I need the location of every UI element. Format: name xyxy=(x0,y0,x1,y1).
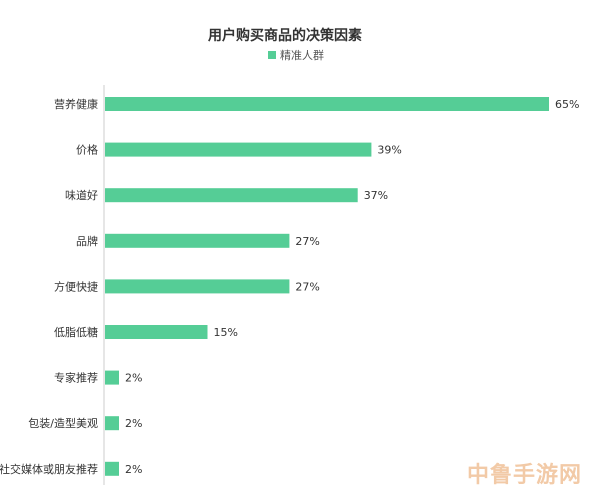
chart-title: 用户购买商品的决策因素 xyxy=(208,27,362,44)
bar xyxy=(105,325,208,339)
bar xyxy=(105,97,549,111)
value-label: 2% xyxy=(125,463,142,476)
value-label: 65% xyxy=(555,98,579,111)
category-label: 营养健康 xyxy=(54,97,98,111)
bar-group: 价格 39% xyxy=(76,142,402,157)
watermark-logo: 中鲁手游网 xyxy=(466,463,582,488)
value-label: 27% xyxy=(295,235,319,248)
bar xyxy=(105,142,372,157)
bar-group: 方便快捷 27% xyxy=(54,279,320,294)
bar-group: 味道好 37% xyxy=(65,188,388,203)
category-label: 低脂低糖 xyxy=(54,325,98,339)
category-label: 专家推荐 xyxy=(54,371,98,385)
plot-area: 营养健康 65% 价格 39% 味道好 37% 品牌 27% 方便快捷 27% 低脂低糖 15% 专家推… xyxy=(0,97,579,476)
value-label: 15% xyxy=(214,326,238,339)
category-label: 社交媒体或朋友推荐 xyxy=(0,462,98,476)
category-label: 品牌 xyxy=(76,234,98,248)
bar xyxy=(105,188,358,203)
bar-group: 低脂低糖 15% xyxy=(54,325,238,339)
value-label: 37% xyxy=(364,189,388,202)
bar-group: 营养健康 65% xyxy=(54,97,579,111)
bar xyxy=(105,370,119,385)
legend-label: 精准人群 xyxy=(280,48,324,62)
bar-group: 包装/造型美观 2% xyxy=(28,416,142,431)
value-label: 2% xyxy=(125,417,142,430)
category-label: 包装/造型美观 xyxy=(28,416,98,430)
bar-group: 社交媒体或朋友推荐 2% xyxy=(0,461,142,476)
value-label: 27% xyxy=(295,280,319,293)
bar xyxy=(105,233,290,248)
value-label: 39% xyxy=(377,144,401,157)
value-label: 2% xyxy=(125,372,142,385)
bar-group: 专家推荐 2% xyxy=(54,370,142,385)
legend-swatch xyxy=(268,51,276,59)
bar-group: 品牌 27% xyxy=(76,233,320,248)
bar xyxy=(105,279,290,294)
category-label: 方便快捷 xyxy=(54,279,98,293)
bar xyxy=(105,416,119,431)
category-label: 味道好 xyxy=(65,188,98,202)
legend: 精准人群 xyxy=(268,48,324,62)
category-label: 价格 xyxy=(76,143,98,157)
bar xyxy=(105,461,119,476)
